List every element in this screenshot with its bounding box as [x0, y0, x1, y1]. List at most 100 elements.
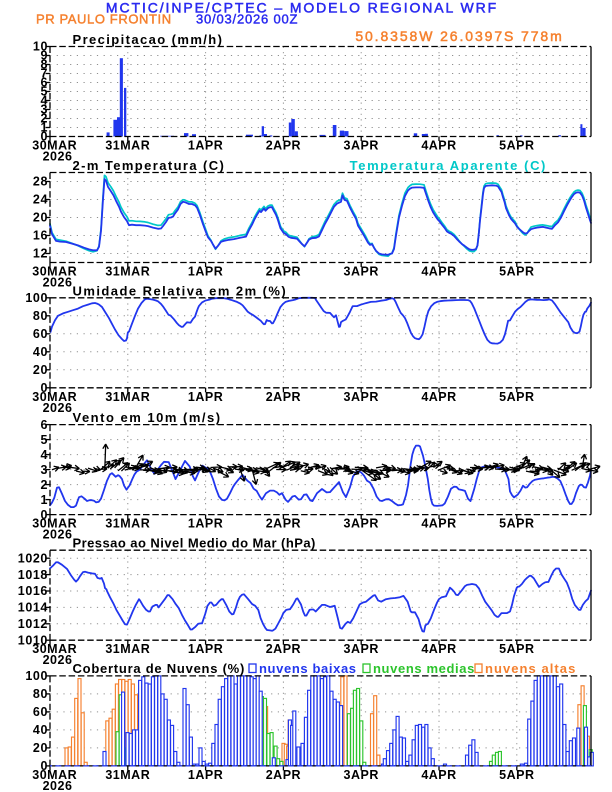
svg-text:2026: 2026 [43, 276, 73, 290]
svg-text:Precipitacao (mm/h): Precipitacao (mm/h) [73, 32, 224, 47]
svg-text:1APR: 1APR [188, 139, 223, 153]
svg-text:2APR: 2APR [266, 139, 301, 153]
svg-text:30MAR: 30MAR [32, 517, 77, 531]
svg-text:4APR: 4APR [421, 390, 456, 404]
svg-text:31MAR: 31MAR [105, 517, 150, 531]
svg-text:3APR: 3APR [344, 390, 379, 404]
svg-text:4: 4 [40, 448, 48, 462]
svg-text:40: 40 [33, 723, 48, 737]
svg-text:1APR: 1APR [188, 390, 223, 404]
svg-text:31MAR: 31MAR [105, 139, 150, 153]
svg-text:4APR: 4APR [421, 517, 456, 531]
svg-text:3APR: 3APR [344, 768, 379, 782]
svg-text:30MAR: 30MAR [32, 768, 77, 782]
svg-text:5APR: 5APR [499, 768, 534, 782]
svg-text:16: 16 [33, 229, 48, 243]
svg-text:2026: 2026 [43, 653, 73, 667]
svg-text:20: 20 [33, 741, 48, 755]
svg-text:7: 7 [40, 67, 48, 81]
svg-text:4APR: 4APR [421, 642, 456, 656]
svg-text:2026: 2026 [43, 528, 73, 542]
svg-text:2: 2 [40, 112, 48, 126]
svg-text:1018: 1018 [18, 568, 48, 582]
svg-text:2APR: 2APR [266, 642, 301, 656]
svg-text:5APR: 5APR [499, 265, 534, 279]
svg-text:100: 100 [25, 669, 48, 683]
svg-text:1010: 1010 [18, 633, 48, 647]
svg-text:3APR: 3APR [344, 139, 379, 153]
svg-text:1020: 1020 [18, 551, 48, 565]
svg-text:1: 1 [40, 121, 48, 135]
svg-text:30MAR: 30MAR [32, 642, 77, 656]
svg-text:1: 1 [40, 493, 48, 507]
svg-text:2APR: 2APR [266, 265, 301, 279]
svg-text:3APR: 3APR [344, 642, 379, 656]
svg-text:24: 24 [33, 193, 48, 207]
svg-text:1APR: 1APR [188, 517, 223, 531]
svg-text:5APR: 5APR [499, 517, 534, 531]
svg-text:0: 0 [40, 381, 48, 395]
svg-text:Vento em 10m (m/s): Vento em 10m (m/s) [73, 410, 222, 425]
svg-text:40: 40 [33, 345, 48, 359]
svg-text:10: 10 [33, 40, 48, 54]
svg-text:Temperatura Aparente (C): Temperatura Aparente (C) [350, 158, 547, 173]
svg-text:30MAR: 30MAR [32, 265, 77, 279]
svg-text:6: 6 [40, 76, 48, 90]
svg-text:2: 2 [40, 478, 48, 492]
svg-text:3: 3 [40, 103, 48, 117]
svg-text:2026: 2026 [43, 779, 73, 792]
svg-text:31MAR: 31MAR [105, 768, 150, 782]
svg-text:PR PAULO FRONTIN: PR PAULO FRONTIN [36, 12, 172, 27]
svg-text:80: 80 [33, 687, 48, 701]
svg-text:1016: 1016 [18, 584, 48, 598]
svg-text:1012: 1012 [18, 617, 48, 631]
svg-text:5APR: 5APR [499, 642, 534, 656]
svg-text:3: 3 [40, 463, 48, 477]
svg-text:2APR: 2APR [266, 768, 301, 782]
svg-text:12: 12 [33, 247, 48, 261]
svg-text:MCTIC/INPE/CPTEC – MODELO REGI: MCTIC/INPE/CPTEC – MODELO REGIONAL WRF [106, 0, 498, 16]
svg-text:31MAR: 31MAR [105, 390, 150, 404]
svg-text:1APR: 1APR [188, 768, 223, 782]
svg-text:80: 80 [33, 309, 48, 323]
svg-text:2026: 2026 [43, 401, 73, 415]
svg-text:1APR: 1APR [188, 265, 223, 279]
svg-text:3APR: 3APR [344, 517, 379, 531]
svg-text:28: 28 [33, 175, 48, 189]
svg-text:5APR: 5APR [499, 390, 534, 404]
svg-text:4APR: 4APR [421, 768, 456, 782]
svg-text:9: 9 [40, 49, 48, 63]
svg-text:60: 60 [33, 705, 48, 719]
svg-text:4: 4 [40, 94, 48, 108]
svg-text:4APR: 4APR [421, 139, 456, 153]
svg-text:4APR: 4APR [421, 265, 456, 279]
svg-text:nuvens altas: nuvens altas [485, 661, 576, 676]
svg-text:Cobertura de Nuvens (%): Cobertura de Nuvens (%) [73, 661, 246, 676]
svg-text:100: 100 [25, 291, 48, 305]
svg-text:Pressao ao Nivel Medio do Mar: Pressao ao Nivel Medio do Mar (hPa) [73, 536, 316, 551]
svg-text:2-m Temperatura (C): 2-m Temperatura (C) [73, 158, 226, 173]
svg-text:3APR: 3APR [344, 265, 379, 279]
svg-text:2APR: 2APR [266, 517, 301, 531]
svg-text:60: 60 [33, 327, 48, 341]
svg-text:nuvens medias: nuvens medias [373, 661, 475, 676]
svg-text:0: 0 [40, 508, 48, 522]
svg-text:5: 5 [40, 85, 48, 99]
svg-text:Umidade Relativa em 2m (%): Umidade Relativa em 2m (%) [73, 284, 288, 299]
svg-text:6: 6 [40, 418, 48, 432]
svg-text:5: 5 [40, 433, 48, 447]
svg-text:1014: 1014 [18, 601, 48, 615]
svg-text:30MAR: 30MAR [32, 139, 77, 153]
svg-text:20: 20 [33, 211, 48, 225]
svg-text:8: 8 [40, 58, 48, 72]
svg-text:31MAR: 31MAR [105, 642, 150, 656]
svg-text:0: 0 [40, 130, 48, 144]
svg-text:30/03/2026 00Z: 30/03/2026 00Z [196, 12, 298, 27]
svg-text:nuvens baixas: nuvens baixas [259, 661, 357, 676]
svg-text:30MAR: 30MAR [32, 390, 77, 404]
svg-text:2APR: 2APR [266, 390, 301, 404]
svg-text:2026: 2026 [43, 150, 73, 164]
svg-text:20: 20 [33, 363, 48, 377]
svg-text:0: 0 [40, 759, 48, 773]
svg-text:1APR: 1APR [188, 642, 223, 656]
